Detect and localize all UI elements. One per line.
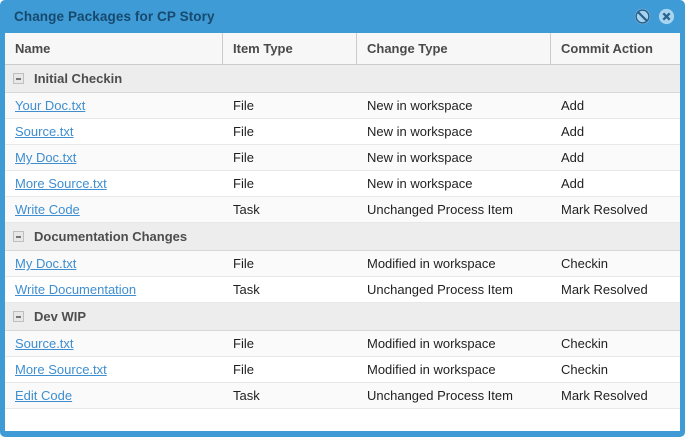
cell-commit-action: Mark Resolved (561, 282, 648, 297)
cell-item-type: File (233, 176, 254, 191)
cell-name: Source.txt (5, 119, 223, 144)
item-link[interactable]: My Doc.txt (15, 150, 77, 165)
cell-name: More Source.txt (5, 357, 223, 382)
cell-item-type: File (233, 124, 254, 139)
group-label: Initial Checkin (34, 71, 123, 86)
table-row: Write Code Task Unchanged Process Item Mark… (5, 197, 680, 223)
table-row: More Source.txt File Modified in workspace… (5, 357, 680, 383)
cell-item-type: Task (233, 282, 260, 297)
cell-commit-action: Add (561, 98, 585, 113)
no-entry-icon[interactable] (634, 8, 651, 25)
cell-item-type: File (233, 362, 254, 377)
cell-change-type: Unchanged Process Item (367, 388, 513, 403)
item-link[interactable]: More Source.txt (15, 176, 107, 191)
cell-name: Your Doc.txt (5, 93, 223, 118)
cell-item-type: File (233, 150, 254, 165)
cell-change-type: Modified in workspace (367, 256, 496, 271)
cell-change-type: New in workspace (367, 98, 473, 113)
cell-name: Edit Code (5, 383, 223, 408)
table-row: Source.txt File New in workspace Add (5, 119, 680, 145)
cell-name: My Doc.txt (5, 145, 223, 170)
dialog-titlebar: Change Packages for CP Story (5, 0, 680, 33)
group-row: Documentation Changes (5, 223, 680, 251)
cell-name: My Doc.txt (5, 251, 223, 276)
cell-name: Write Code (5, 197, 223, 222)
column-header-commit-action[interactable]: Commit Action (561, 41, 653, 56)
cell-commit-action: Mark Resolved (561, 202, 648, 217)
cell-item-type: Task (233, 202, 260, 217)
column-header-change-type[interactable]: Change Type (357, 33, 551, 64)
cell-name: More Source.txt (5, 171, 223, 196)
item-link[interactable]: My Doc.txt (15, 256, 77, 271)
cell-commit-action: Add (561, 124, 585, 139)
item-link[interactable]: Write Code (15, 202, 80, 217)
table-row: Edit Code Task Unchanged Process Item Mark … (5, 383, 680, 409)
table-row: Write Documentation Task Unchanged Process… (5, 277, 680, 303)
group-label: Documentation Changes (34, 229, 188, 244)
cell-commit-action: Add (561, 150, 585, 165)
table-row: Your Doc.txt File New in workspace Add (5, 93, 680, 119)
dialog-content: Name Item Type Change Type Commit Action… (5, 33, 680, 431)
cell-commit-action: Add (561, 176, 585, 191)
cell-name: Source.txt (5, 331, 223, 356)
table-row: More Source.txt File New in workspace Add (5, 171, 680, 197)
collapse-minus-icon[interactable] (13, 231, 24, 242)
column-header-name[interactable]: Name (5, 33, 223, 64)
collapse-minus-icon[interactable] (13, 73, 24, 84)
cell-item-type: File (233, 256, 254, 271)
group-row: Dev WIP (5, 303, 680, 331)
table-row: My Doc.txt File Modified in workspace Check… (5, 251, 680, 277)
cell-item-type: Task (233, 388, 260, 403)
cell-change-type: Unchanged Process Item (367, 202, 513, 217)
item-link[interactable]: Write Documentation (15, 282, 137, 297)
close-icon[interactable] (658, 8, 675, 25)
cell-commit-action: Mark Resolved (561, 388, 648, 403)
table-row: My Doc.txt File New in workspace Add (5, 145, 680, 171)
column-header-item-type[interactable]: Item Type (223, 33, 357, 64)
cell-change-type: New in workspace (367, 124, 473, 139)
item-link[interactable]: Source.txt (15, 124, 74, 139)
item-link[interactable]: Edit Code (15, 388, 73, 403)
titlebar-icons (634, 8, 675, 25)
cell-commit-action: Checkin (561, 256, 608, 271)
item-link[interactable]: Your Doc.txt (15, 98, 86, 113)
dialog-title: Change Packages for CP Story (14, 9, 215, 24)
cell-item-type: File (233, 336, 254, 351)
item-link[interactable]: More Source.txt (15, 362, 107, 377)
cell-change-type: Modified in workspace (367, 336, 496, 351)
cell-commit-action: Checkin (561, 362, 608, 377)
cell-change-type: Unchanged Process Item (367, 282, 513, 297)
table-row: Source.txt File Modified in workspace Check… (5, 331, 680, 357)
cell-commit-action: Checkin (561, 336, 608, 351)
item-link[interactable]: Source.txt (15, 336, 74, 351)
grid-body: Initial Checkin Your Doc.txt File New in wo… (5, 65, 680, 431)
collapse-minus-icon[interactable] (13, 311, 24, 322)
cell-change-type: New in workspace (367, 176, 473, 191)
group-label: Dev WIP (34, 309, 87, 324)
cell-item-type: File (233, 98, 254, 113)
cell-change-type: Modified in workspace (367, 362, 496, 377)
cell-name: Write Documentation (5, 277, 223, 302)
cell-change-type: New in workspace (367, 150, 473, 165)
grid-header: Name Item Type Change Type Commit Action (5, 33, 680, 65)
group-row: Initial Checkin (5, 65, 680, 93)
